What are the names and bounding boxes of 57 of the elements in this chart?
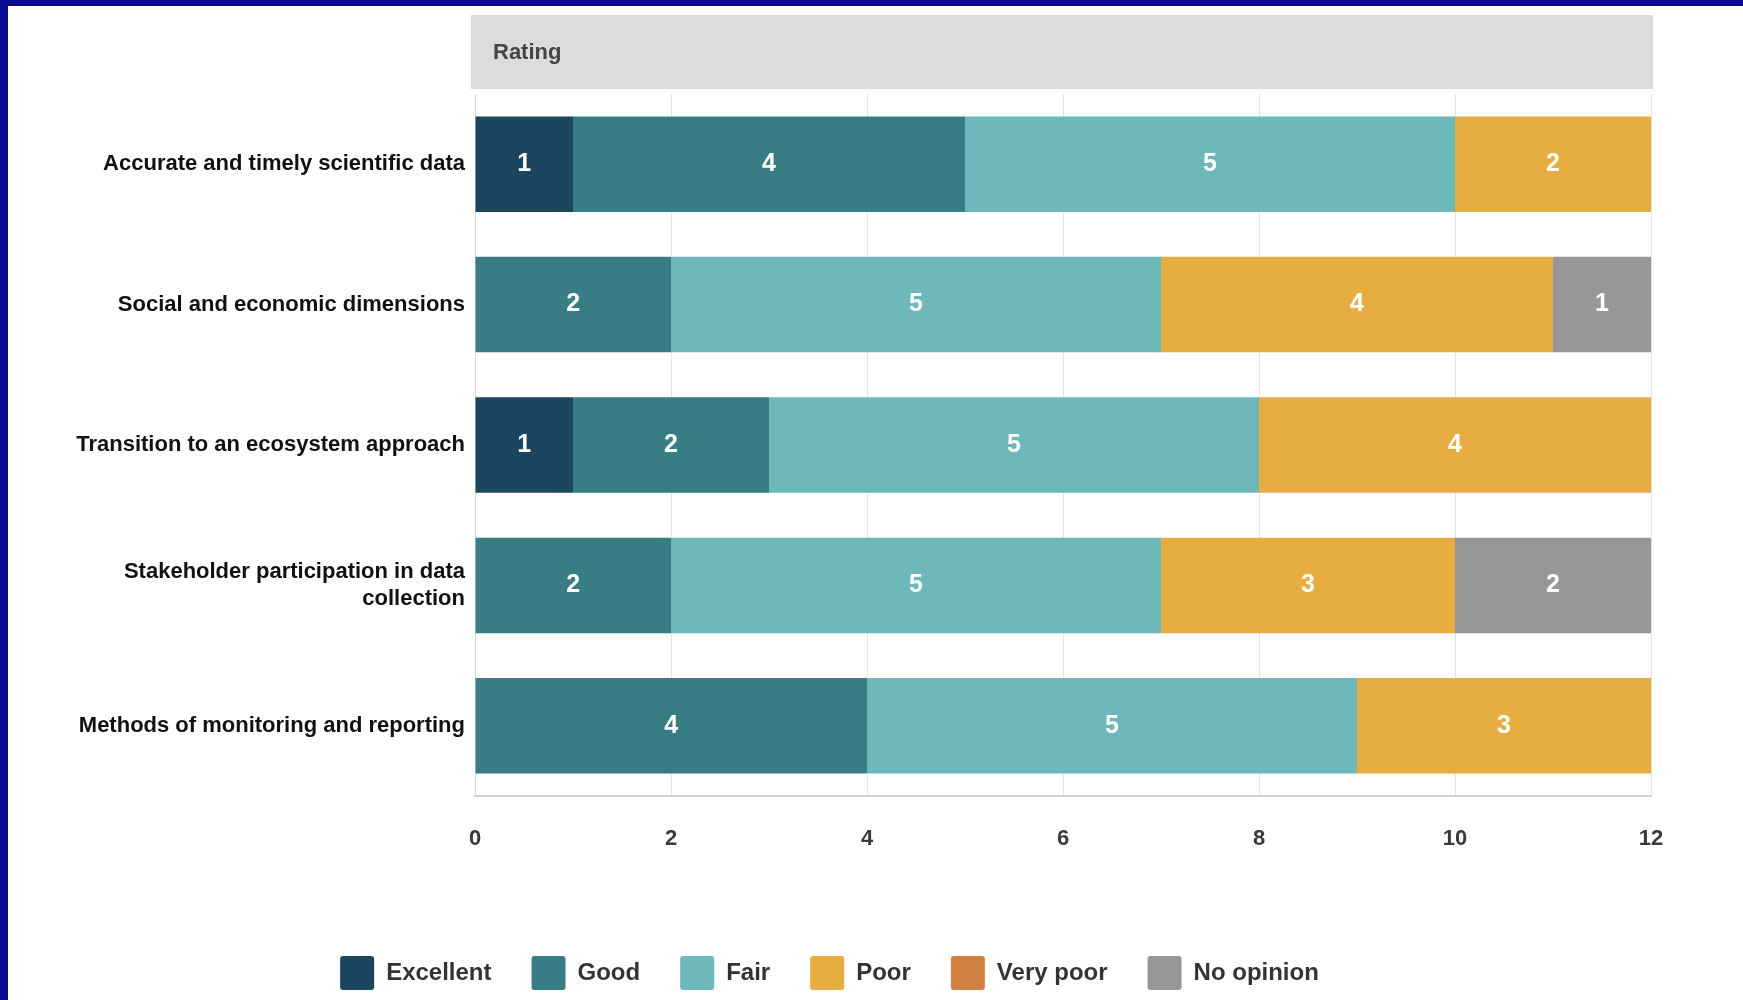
data-label: 3 <box>1301 569 1315 598</box>
x-tick-label: 6 <box>1056 825 1070 851</box>
x-tick-label: 8 <box>1252 825 1266 851</box>
bar <box>1553 256 1651 353</box>
data-label: 5 <box>1105 709 1120 738</box>
data-label: 4 <box>664 709 679 738</box>
data-label: 5 <box>909 569 924 598</box>
data-label: 2 <box>566 288 581 317</box>
data-label: 2 <box>566 569 581 598</box>
x-tick-label: 12 <box>1638 825 1664 851</box>
bar <box>965 116 1455 212</box>
chart-title: Rating <box>493 39 562 65</box>
y-tick-label: Methods of monitoring and reporting <box>78 711 465 737</box>
data-label: 1 <box>517 148 532 177</box>
data-label: 2 <box>1546 569 1560 598</box>
x-tick-label: 4 <box>860 825 874 851</box>
y-tick-label: Social and economic dimensions <box>117 290 465 316</box>
x-tick-label: 0 <box>468 825 482 851</box>
bar <box>867 678 1357 774</box>
x-tick-label: 10 <box>1442 825 1468 851</box>
bar <box>573 116 965 212</box>
data-label: 5 <box>909 288 924 317</box>
data-label: 4 <box>1350 288 1365 317</box>
legend-label: Poor <box>856 957 911 985</box>
bar <box>475 116 573 212</box>
data-label: 5 <box>1007 428 1022 457</box>
x-tick-label: 2 <box>664 825 678 851</box>
bar <box>475 678 867 774</box>
data-label: 4 <box>1448 428 1463 457</box>
bar <box>475 256 671 353</box>
data-label: 5 <box>1203 148 1218 177</box>
bar <box>573 397 769 493</box>
bar <box>1259 397 1651 493</box>
bar <box>1455 537 1651 634</box>
legend-label: Good <box>577 957 641 985</box>
legend-label: No opinion <box>1193 957 1319 985</box>
data-label: 2 <box>1546 148 1560 177</box>
data-label: 1 <box>1595 288 1610 317</box>
bar <box>1161 256 1553 353</box>
data-label: 4 <box>762 148 777 177</box>
legend-label: Very poor <box>996 957 1108 985</box>
bar <box>1357 678 1651 774</box>
data-label: 1 <box>517 428 532 457</box>
y-tick-label: Stakeholder participation in data collection <box>123 558 466 610</box>
data-label: 2 <box>664 428 678 457</box>
bar <box>671 537 1161 634</box>
legend-label: Excellent <box>386 957 492 985</box>
legend-label: Fair <box>726 957 771 985</box>
bar <box>475 537 671 634</box>
y-tick-label: Transition to an ecosystem approach <box>76 431 465 457</box>
y-tick-label: Accurate and timely scientific data <box>103 150 466 176</box>
bar <box>475 397 573 493</box>
bar <box>671 256 1161 353</box>
data-label: 3 <box>1497 709 1511 738</box>
bar <box>1161 537 1455 634</box>
bar <box>769 397 1259 493</box>
bar <box>1455 116 1651 212</box>
